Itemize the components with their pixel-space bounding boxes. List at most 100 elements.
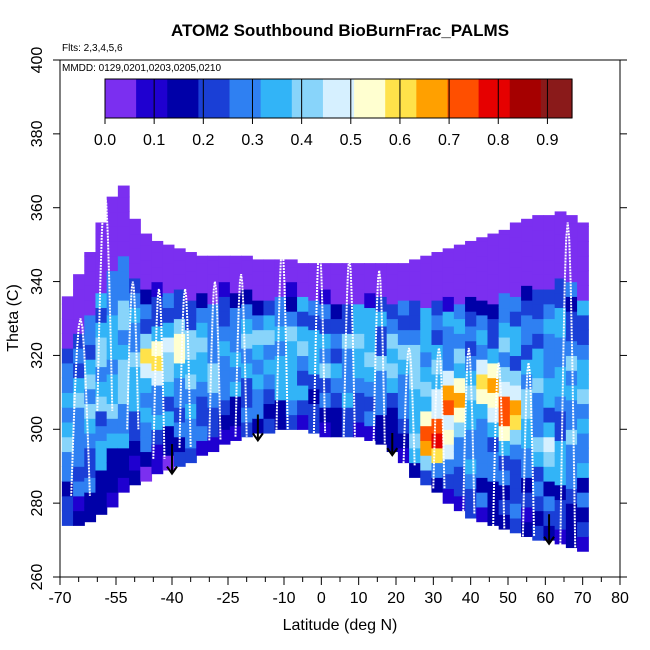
curtain-cell [73,288,85,305]
flights-annotation: Flts: 2,3,4,5,6 [62,43,123,54]
curtain-cell [319,377,332,393]
curtain-cell [509,296,522,312]
curtain-cell [565,222,578,238]
curtain-cell [218,414,231,430]
curtain-cell [341,377,354,393]
curtain-cell [341,392,354,408]
curtain-cell [241,255,253,261]
curtain-cell [61,303,74,320]
curtain-cell [151,414,164,430]
curtain-cell [73,392,85,408]
flight-profile [312,248,327,434]
curtain-cell [476,418,489,434]
curtain-cell [442,266,455,283]
curtain-cell [207,318,220,334]
curtain-cell [554,351,567,368]
curtain-cell [106,285,119,301]
curtain-cell [465,503,477,519]
curtain-cell [353,348,365,364]
curtain-cell [218,281,231,297]
curtain-cell [543,451,556,467]
chart-title: ATOM2 Southbound BioBurnFrac_PALMS [171,21,509,40]
curtain-cell [207,288,220,305]
curtain-cell [521,240,533,257]
curtain-cell [465,340,477,357]
curtain-cell [140,436,153,453]
curtain-cell [84,344,97,360]
curtain-cell [106,226,119,242]
flight-profile [559,222,577,548]
curtain-cell [263,388,276,405]
curtain-cell [465,296,477,312]
curtain-cell [61,407,74,423]
flight-profile [275,248,289,430]
curtain-cell [397,300,410,316]
colorbar-tick-label: 0.8 [487,132,509,149]
curtain-cell [498,233,511,249]
curtain-cell [487,362,500,379]
curtain-cell [252,270,265,286]
curtain-cell [554,307,567,323]
colorbar [104,78,573,119]
curtain-cell [207,407,220,423]
flight-profiles [70,192,577,548]
curtain-cell [476,255,489,272]
curtain-cell [577,329,589,345]
curtain-cell [207,377,220,393]
curtain-cell [409,329,421,345]
y-tick-label: 320 [29,342,46,369]
curtain-cell [263,259,276,272]
curtain-cell [73,421,85,438]
curtain-cell [487,303,500,320]
curtain-cell [532,244,545,261]
curtain-cell [420,366,433,382]
curtain-cell [465,429,477,445]
curtain-cell [431,432,444,449]
curtain-cell [543,303,556,320]
y-tick-label: 360 [29,194,46,221]
curtain-cell [196,366,209,382]
curtain-cell [117,240,130,257]
curtain-cell [532,407,545,423]
curtain-cell [364,307,377,323]
curtain-cell [341,288,354,305]
curtain-cell [420,307,433,323]
curtain-cell [532,451,545,467]
curtain-cell [297,340,309,357]
curtain-cell [498,292,511,309]
curtain-cell [241,274,253,290]
flight-profile [462,347,476,515]
curtain-cell [95,263,108,279]
curtain-cell [84,373,97,390]
curtain-cell [173,318,186,334]
curtain-cell [364,410,377,427]
curtain-cell [431,255,444,272]
curtain-cell [420,336,433,353]
curtain-cell [229,322,242,338]
curtain-cell [241,288,253,305]
curtain-cell [297,281,309,297]
curtain-cell [420,410,433,427]
colorbar-swatch [540,79,573,118]
curtain-cell [465,266,477,283]
curtain-cell [297,384,309,401]
curtain-cell [364,396,377,412]
curtain-cell [375,266,388,283]
curtain-cell [543,229,556,246]
curtain-cell [185,329,197,345]
curtain-cell [95,484,108,501]
curtain-cell [442,384,455,401]
curtain-cell [543,244,556,261]
curtain-cell [397,329,410,345]
curtain-cell [453,288,466,305]
curtain-cell [397,285,410,301]
curtain-cell [106,314,119,331]
curtain-cell [532,480,545,497]
curtain-cell [353,274,365,290]
curtain-cell [252,314,265,331]
curtain-cell [442,399,455,416]
curtain-cell [173,362,186,379]
curtain-cell [95,410,108,427]
curtain-cell [431,447,444,464]
curtain-cell [532,525,545,541]
